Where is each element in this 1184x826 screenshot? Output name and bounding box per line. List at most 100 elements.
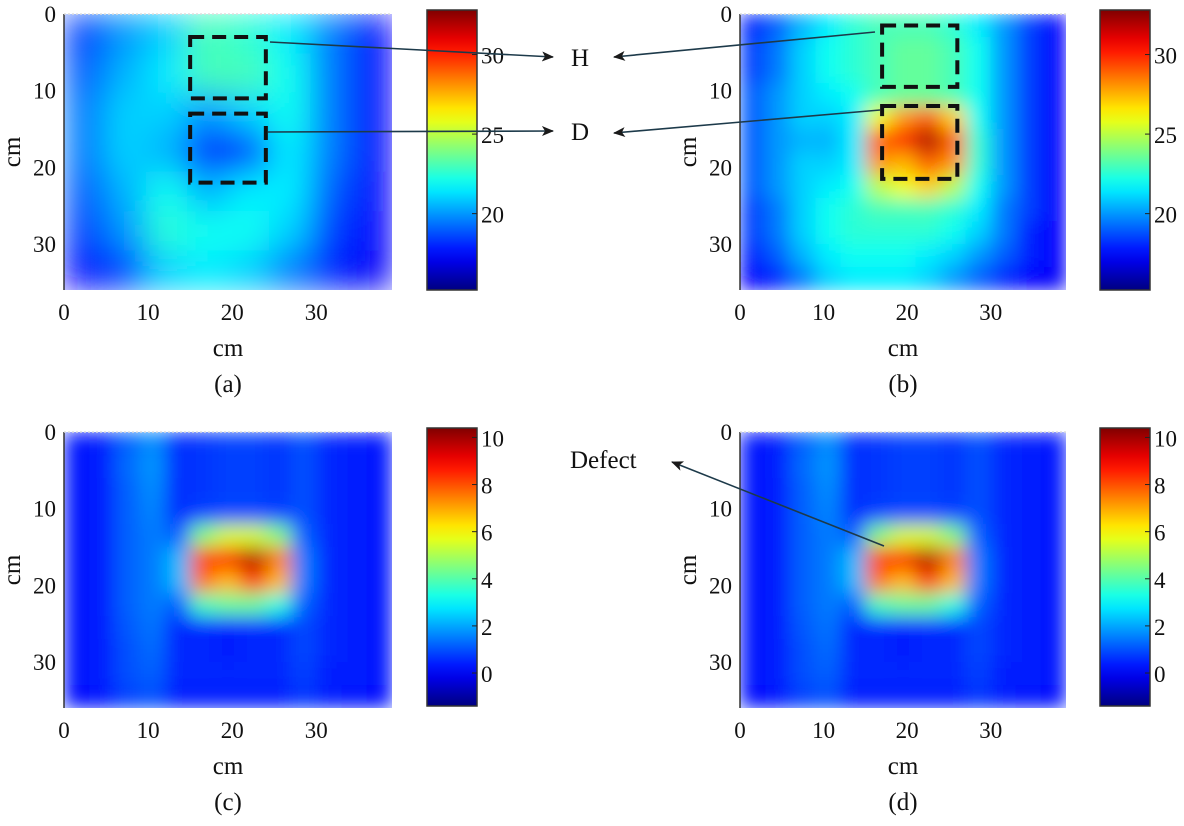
- heatmap-cell: [1040, 685, 1067, 709]
- heatmap-cell: [269, 250, 311, 291]
- heatmap-cell: [190, 616, 216, 640]
- colorbar: 0 2 4 6 8 10: [426, 426, 504, 707]
- heatmap-cell: [1040, 221, 1067, 245]
- heatmap-cell: [740, 524, 766, 548]
- heatmap-cell: [164, 501, 191, 525]
- heatmap-cell: [215, 616, 242, 640]
- heatmap-cell: [64, 478, 90, 502]
- heatmap-cell: [105, 171, 147, 212]
- heatmap-cell: [64, 685, 90, 709]
- heatmap-cell: [965, 37, 992, 61]
- y-axis-label: cm: [675, 554, 702, 585]
- heatmap-cell: [965, 501, 992, 525]
- heatmap-cell: [1015, 478, 1042, 502]
- heatmap-cell: [990, 129, 1017, 153]
- heatmap-cell: [1015, 14, 1042, 38]
- colorbar-tick-label: 20: [1154, 203, 1177, 228]
- heatmap-cell: [215, 432, 242, 456]
- heatmap-cell: [940, 662, 967, 686]
- heatmap-cell: [890, 570, 917, 594]
- heatmap-cell: [64, 593, 90, 617]
- heatmap-cell: [940, 639, 967, 663]
- heatmap-cell: [940, 152, 967, 176]
- heatmap-cell: [215, 524, 242, 548]
- heatmap-cell: [940, 593, 967, 617]
- heatmap-cell: [790, 267, 816, 291]
- heatmap-cell: [89, 478, 116, 502]
- heatmap-cell: [940, 106, 967, 130]
- heatmap-cell: [915, 129, 942, 153]
- heatmap-cell: [965, 152, 992, 176]
- heatmap-cell: [890, 616, 917, 640]
- heatmap-cell: [965, 244, 992, 268]
- heatmap-cell: [64, 92, 106, 133]
- heatmap-cell: [164, 639, 191, 663]
- heatmap-cell: [310, 53, 352, 94]
- y-tick-label: 30: [33, 232, 56, 257]
- heatmap-cell: [765, 616, 791, 640]
- heatmap-cell: [89, 662, 116, 686]
- colorbar: 20 25 30: [426, 9, 504, 291]
- heatmap-cell: [291, 547, 317, 571]
- heatmap-cell: [865, 60, 892, 84]
- heatmap-cell: [1015, 152, 1042, 176]
- heatmap-cell: [366, 432, 393, 456]
- heatmap-cell: [366, 547, 393, 571]
- heatmap-cell: [240, 593, 267, 617]
- heatmap-cell: [64, 616, 90, 640]
- heatmap-cell: [840, 221, 866, 245]
- heatmap-cell: [815, 547, 841, 571]
- heatmap-cell: [228, 132, 270, 173]
- heatmap-cell: [790, 432, 816, 456]
- heatmap-cell: [965, 14, 992, 38]
- arrow-a-D: [267, 126, 554, 137]
- heatmap-cell: [105, 250, 147, 291]
- heatmap-cell: [840, 83, 866, 107]
- heatmap-cell: [1015, 267, 1042, 291]
- heatmap-cell: [865, 662, 892, 686]
- heatmap-cell: [890, 685, 917, 709]
- heatmap-cell: [265, 685, 292, 709]
- heatmap-cell: [265, 524, 292, 548]
- heatmap-cell: [269, 171, 311, 212]
- x-tick-label: 20: [896, 300, 919, 325]
- heatmap-cell: [215, 685, 242, 709]
- heatmap-cell: [840, 129, 866, 153]
- heatmap-cell: [940, 501, 967, 525]
- heatmap-cell: [815, 14, 841, 38]
- heatmap-cell: [840, 685, 866, 709]
- heatmap-cell: [105, 92, 147, 133]
- colorbar-gradient-bar: [1099, 427, 1151, 707]
- heatmap-cell: [765, 570, 791, 594]
- heatmap-cell: [840, 267, 866, 291]
- heatmap-cell: [190, 455, 216, 479]
- heatmap-cell: [1040, 616, 1067, 640]
- heatmap-cell: [1040, 14, 1067, 38]
- heatmap-cell: [146, 132, 188, 173]
- heatmap-cell: [139, 501, 166, 525]
- heatmap-cell: [316, 662, 343, 686]
- label-D: D: [571, 119, 589, 146]
- heatmap-cell: [965, 547, 992, 571]
- heatmap-cell: [164, 662, 191, 686]
- heatmap-cell: [740, 221, 766, 245]
- heatmap-cell: [740, 685, 766, 709]
- heatmap-cell: [990, 455, 1017, 479]
- heatmap-cell: [139, 639, 166, 663]
- heatmap-cell: [240, 639, 267, 663]
- heatmap-cell: [215, 593, 242, 617]
- heatmap-cell: [1015, 455, 1042, 479]
- heatmap-cell: [316, 685, 343, 709]
- heatmap-cell: [1040, 455, 1067, 479]
- heatmap-cell: [114, 639, 141, 663]
- heatmap-cell: [190, 685, 216, 709]
- heatmap-cell: [815, 152, 841, 176]
- heatmap-cell: [990, 37, 1017, 61]
- heatmap-cell: [815, 501, 841, 525]
- heatmap-cell: [1015, 662, 1042, 686]
- heatmap-cell: [990, 432, 1017, 456]
- panel-caption: (d): [888, 789, 917, 816]
- heatmap-cell: [815, 685, 841, 709]
